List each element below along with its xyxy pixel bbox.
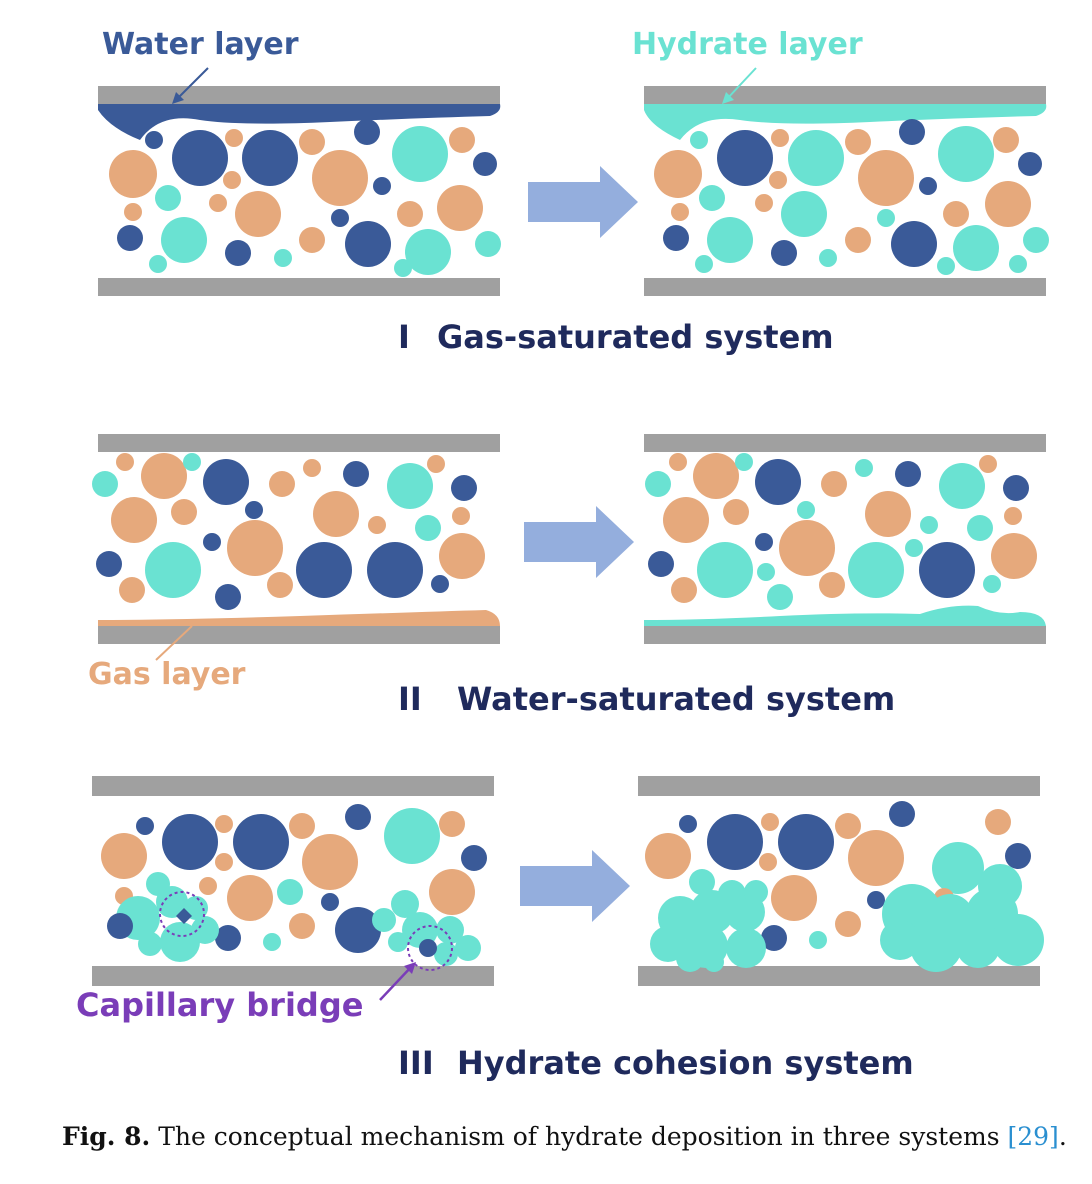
particles-left-III bbox=[101, 804, 487, 971]
hydrate-layer-label: Hydrate layer bbox=[632, 27, 863, 62]
hydrate-layer bbox=[644, 104, 1047, 140]
pipe-wall-top bbox=[98, 86, 500, 104]
caption-text: The conceptual mechanism of hydrate depo… bbox=[158, 1122, 1000, 1151]
system-title-II: Water-saturated system bbox=[457, 680, 895, 718]
particles-left-II bbox=[92, 453, 485, 610]
pipe-wall-top bbox=[92, 776, 494, 796]
arrow-I bbox=[528, 166, 638, 238]
deposition-diagram: Water layer Hydrate layer I Gas-saturate… bbox=[76, 27, 1049, 1082]
pipe-wall-top bbox=[638, 776, 1040, 796]
pipe-wall-top bbox=[98, 434, 500, 452]
arrow-III bbox=[520, 850, 630, 922]
system-numeral-II: II bbox=[398, 680, 422, 718]
particles-right-I bbox=[654, 119, 1049, 275]
gas-layer-pointer bbox=[155, 625, 193, 661]
pipe-wall-top bbox=[644, 86, 1046, 104]
panel-gas-saturated: Water layer Hydrate layer I Gas-saturate… bbox=[98, 27, 1049, 356]
water-layer-label: Water layer bbox=[102, 27, 299, 62]
capillary-bridge-label: Capillary bridge bbox=[76, 986, 363, 1024]
system-title-I: Gas-saturated system bbox=[437, 318, 834, 356]
capillary-bridge-ring bbox=[159, 891, 205, 937]
gas-layer bbox=[98, 610, 500, 626]
gas-layer-label: Gas layer bbox=[88, 657, 246, 692]
figure-caption: Fig. 8. The conceptual mechanism of hydr… bbox=[62, 1122, 1067, 1151]
pipe-wall-bottom bbox=[98, 278, 500, 296]
figure-number: Fig. 8. bbox=[62, 1122, 151, 1151]
pipe-wall-top bbox=[644, 434, 1046, 452]
pointer-head bbox=[172, 92, 184, 104]
pipe-wall-bottom bbox=[644, 278, 1046, 296]
pipe-wall-bottom bbox=[92, 966, 494, 986]
water-layer-pointer bbox=[175, 67, 209, 101]
particles-left-I bbox=[109, 119, 501, 277]
water-layer bbox=[98, 104, 501, 140]
caption-period: . bbox=[1058, 1122, 1067, 1151]
system-title-III: Hydrate cohesion system bbox=[457, 1044, 914, 1082]
system-numeral-III: III bbox=[398, 1044, 434, 1082]
pipe-wall-bottom bbox=[644, 626, 1046, 644]
citation-link[interactable]: [29] bbox=[1007, 1122, 1059, 1151]
pipe-wall-bottom bbox=[98, 626, 500, 644]
panel-hydrate-cohesion: Capillary bridge III Hydrate cohesion sy… bbox=[76, 776, 1044, 1082]
capillary-bridge-ring bbox=[407, 925, 453, 971]
hydrate-layer-bottom bbox=[644, 605, 1046, 626]
system-numeral-I: I bbox=[398, 318, 410, 356]
particles-right-II bbox=[645, 453, 1037, 610]
pointer-head bbox=[404, 962, 416, 974]
capillary-bridge-pointer bbox=[379, 965, 413, 1001]
panel-water-saturated: Gas layer II Water-saturated system bbox=[88, 434, 1046, 718]
pointer-head bbox=[722, 92, 734, 104]
arrow-II bbox=[524, 506, 634, 578]
hydrate-layer-pointer bbox=[725, 67, 757, 101]
particles-right-III bbox=[645, 801, 1044, 972]
